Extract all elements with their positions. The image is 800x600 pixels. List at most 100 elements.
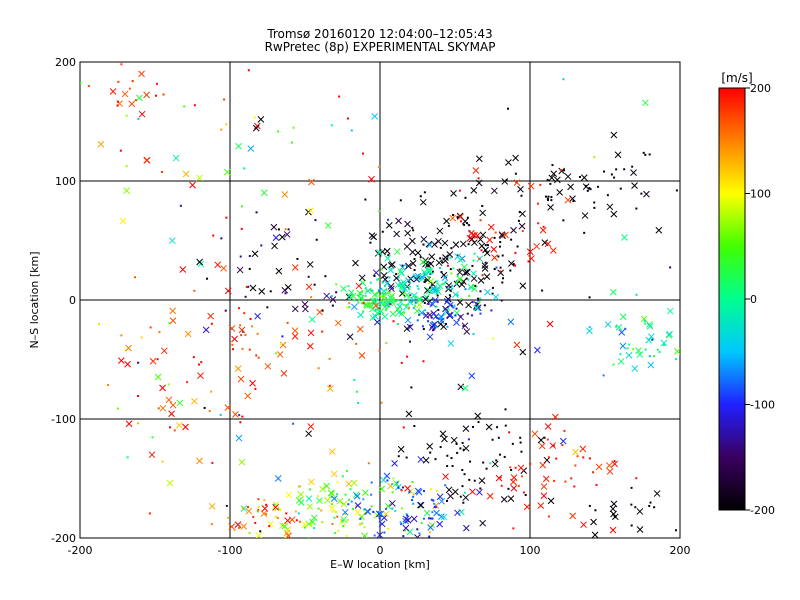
- point-cross: [301, 521, 308, 528]
- point-cross: [238, 458, 246, 466]
- point-dot: [223, 98, 226, 101]
- point-dot: [348, 306, 351, 309]
- point-dot: [482, 461, 485, 464]
- point-cross: [470, 187, 478, 194]
- point-cross: [324, 496, 331, 504]
- point-dot: [524, 494, 527, 497]
- point-dot: [427, 517, 430, 520]
- point-dot: [297, 512, 300, 515]
- point-cross: [500, 496, 508, 503]
- point-cross: [646, 321, 653, 328]
- point-cross: [403, 303, 410, 311]
- point-cross: [391, 460, 398, 467]
- point-dot: [448, 294, 451, 297]
- point-dot: [405, 264, 408, 267]
- data-points: [80, 63, 680, 538]
- point-cross: [245, 507, 253, 515]
- point-cross: [232, 411, 239, 418]
- colorbar-tick-label: 200: [750, 82, 771, 95]
- point-dot: [362, 310, 365, 313]
- point-dot: [494, 231, 497, 234]
- point-dot: [361, 522, 364, 525]
- point-cross: [356, 325, 364, 333]
- point-cross: [490, 246, 498, 253]
- point-dot: [406, 355, 409, 358]
- point-dot: [370, 481, 373, 484]
- point-dot: [117, 100, 120, 103]
- point-dot: [518, 211, 521, 214]
- point-dot: [361, 297, 364, 300]
- point-cross: [653, 490, 661, 497]
- point-cross: [427, 277, 435, 285]
- point-dot: [162, 93, 165, 96]
- point-dot: [120, 334, 123, 337]
- point-dot: [588, 187, 591, 190]
- point-cross: [274, 475, 282, 482]
- point-dot: [336, 481, 339, 484]
- point-dot: [409, 324, 412, 327]
- point-cross: [486, 492, 494, 500]
- point-dot: [392, 477, 395, 480]
- point-cross: [438, 497, 446, 505]
- point-dot: [454, 314, 457, 317]
- point-dot: [459, 447, 462, 450]
- point-cross: [426, 311, 434, 319]
- point-cross: [364, 287, 372, 295]
- point-dot: [544, 195, 547, 198]
- point-dot: [382, 293, 385, 296]
- point-dot: [363, 511, 366, 514]
- point-dot: [346, 519, 349, 522]
- point-dot: [630, 524, 633, 527]
- point-cross: [240, 505, 248, 512]
- point-dot: [372, 510, 375, 513]
- point-cross: [444, 295, 452, 303]
- point-dot: [401, 486, 404, 489]
- point-dot: [602, 374, 605, 377]
- point-dot: [317, 507, 320, 510]
- point-dot: [429, 451, 432, 454]
- point-dot: [342, 525, 345, 528]
- point-dot: [414, 295, 417, 298]
- point-cross: [291, 305, 299, 313]
- point-cross: [564, 196, 572, 204]
- point-dot: [225, 216, 228, 219]
- point-cross: [430, 310, 438, 317]
- point-cross: [445, 486, 453, 494]
- point-cross: [143, 91, 150, 99]
- point-dot: [517, 484, 520, 487]
- point-dot: [594, 509, 597, 512]
- point-cross: [402, 524, 410, 532]
- point-dot: [331, 304, 334, 307]
- point-dot: [493, 236, 496, 239]
- point-dot: [161, 170, 164, 173]
- point-cross: [606, 468, 614, 475]
- point-cross: [544, 240, 552, 248]
- point-dot: [409, 294, 412, 297]
- point-dot: [416, 319, 419, 322]
- point-cross: [428, 324, 436, 331]
- point-dot: [120, 63, 123, 66]
- point-cross: [340, 285, 347, 293]
- point-dot: [244, 295, 247, 298]
- point-dot: [422, 328, 425, 331]
- point-cross: [462, 524, 470, 532]
- point-cross: [478, 242, 486, 250]
- point-cross: [439, 430, 447, 438]
- point-cross: [272, 503, 279, 511]
- point-cross: [501, 178, 509, 185]
- point-dot: [472, 333, 475, 336]
- point-cross: [336, 497, 344, 505]
- point-dot: [427, 302, 430, 305]
- point-cross: [470, 270, 477, 277]
- point-cross: [272, 234, 280, 242]
- point-dot: [615, 168, 618, 171]
- point-dot: [414, 304, 417, 307]
- point-dot: [137, 361, 140, 364]
- point-dot: [340, 519, 343, 522]
- point-dot: [481, 274, 484, 277]
- point-cross: [438, 513, 445, 520]
- point-cross: [405, 410, 413, 418]
- point-dot: [484, 261, 487, 264]
- point-cross: [405, 262, 412, 270]
